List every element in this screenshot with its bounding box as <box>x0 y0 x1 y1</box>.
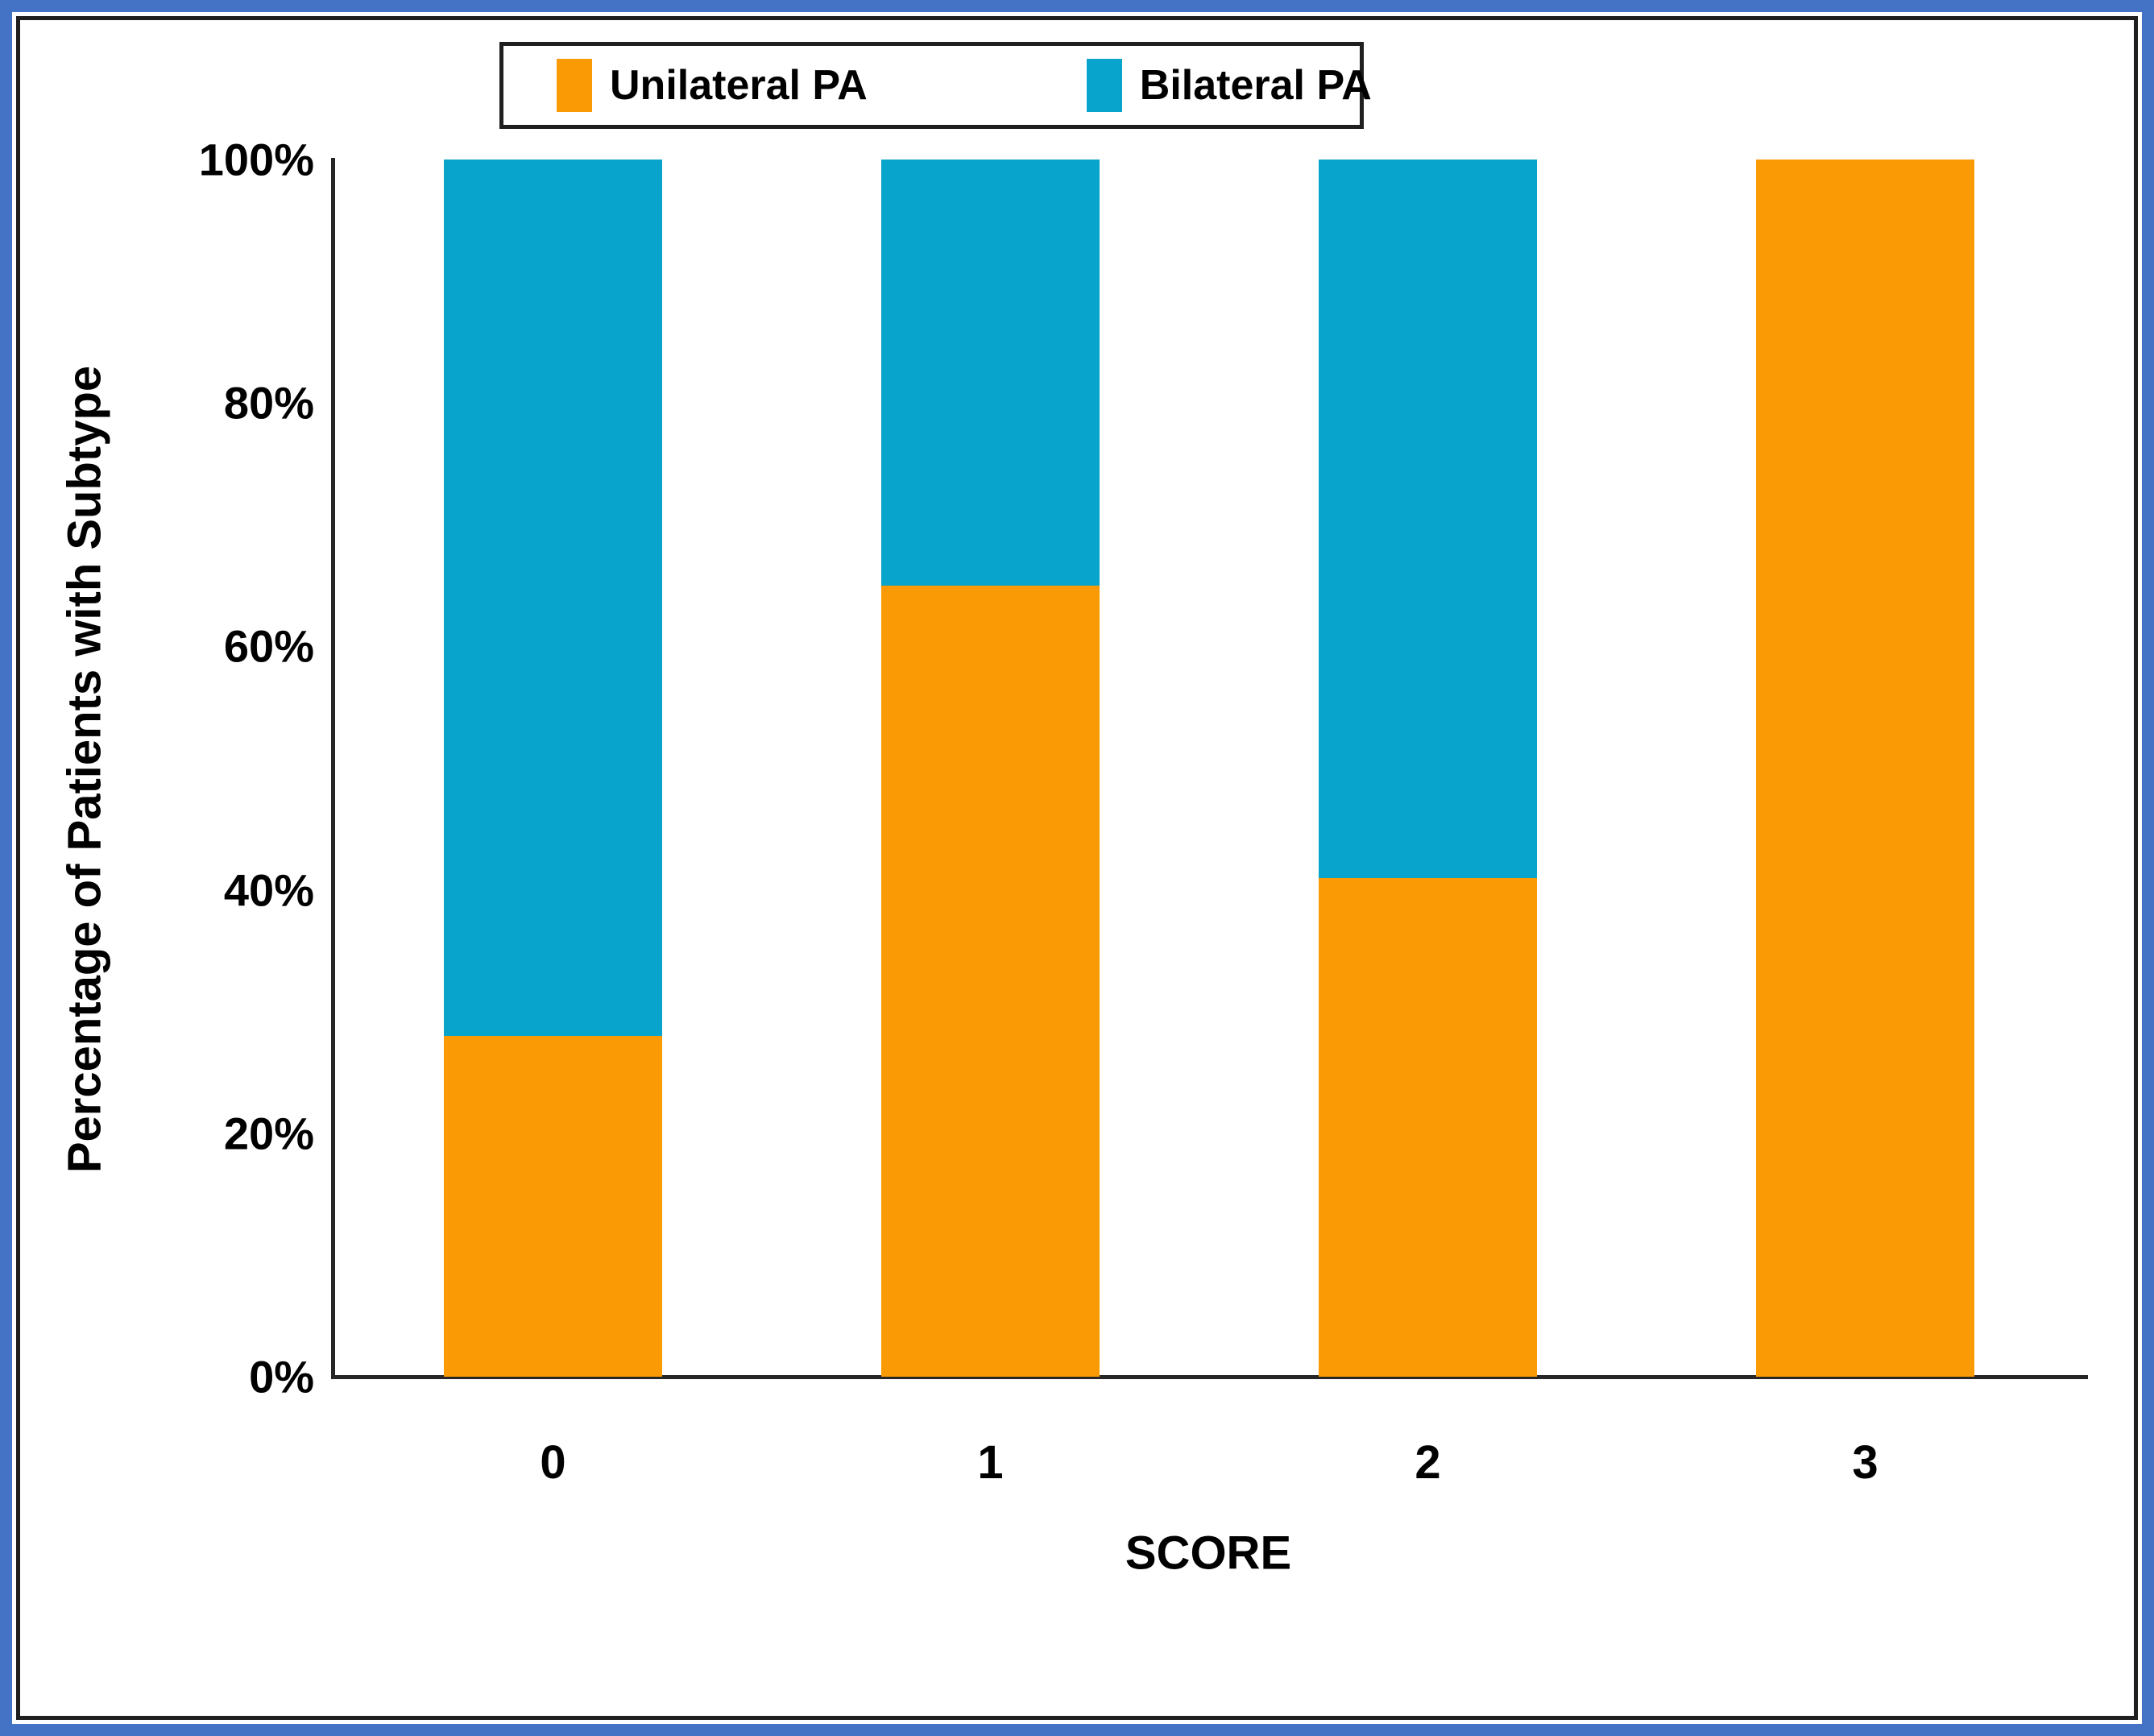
legend-item-unilateral-pa: Unilateral PA <box>557 59 868 112</box>
plot-area <box>334 160 2084 1377</box>
x-axis-line <box>331 1375 2088 1379</box>
x-tick-label-3: 3 <box>1852 1436 1879 1489</box>
y-tick-label-100pct: 100% <box>198 134 314 185</box>
y-tick-label-20pct: 20% <box>223 1108 314 1159</box>
legend: Unilateral PA Bilateral PA <box>499 42 1372 129</box>
y-tick-label-60pct: 60% <box>223 620 314 672</box>
legend-swatch-unilateral-pa <box>557 59 592 112</box>
bar-2-unilateral-pa <box>1318 877 1538 1377</box>
y-tick-label-80pct: 80% <box>223 377 314 429</box>
y-tick-label-0pct: 0% <box>249 1351 314 1402</box>
x-tick-label-2: 2 <box>1415 1436 1441 1489</box>
bar-0-bilateral-pa <box>443 160 663 1036</box>
bar-3-unilateral-pa <box>1755 160 1975 1377</box>
y-axis-line <box>331 158 335 1379</box>
y-axis-title: Percentage of Patients with Subtype <box>58 365 111 1174</box>
legend-label-unilateral-pa: Unilateral PA <box>610 62 868 109</box>
legend-item-bilateral-pa: Bilateral PA <box>1086 59 1372 112</box>
legend-swatch-bilateral-pa <box>1086 59 1122 112</box>
x-tick-label-0: 0 <box>540 1436 566 1489</box>
bar-2-bilateral-pa <box>1318 160 1538 878</box>
legend-label-bilateral-pa: Bilateral PA <box>1139 62 1372 109</box>
bar-1-unilateral-pa <box>880 585 1100 1377</box>
y-tick-label-40pct: 40% <box>223 864 314 916</box>
bar-0-unilateral-pa <box>443 1035 663 1377</box>
x-tick-label-1: 1 <box>977 1436 1004 1489</box>
x-axis-title: SCORE <box>1125 1527 1292 1580</box>
bar-1-bilateral-pa <box>880 160 1100 586</box>
